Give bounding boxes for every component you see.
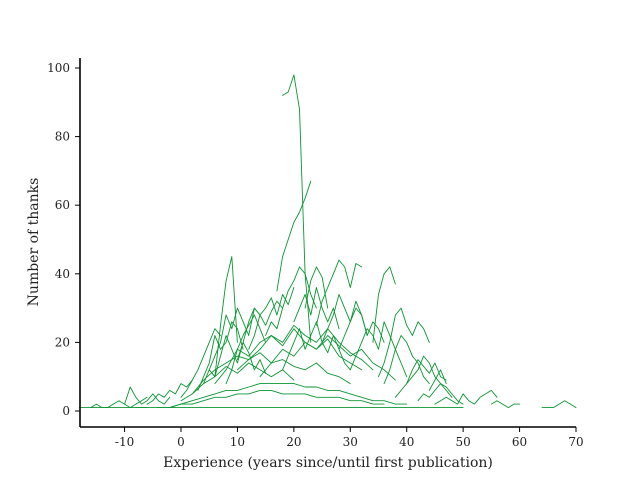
x-tick-label: 0 [177,435,185,449]
series-line-38 [259,335,396,381]
series-line-17 [124,386,171,405]
series-line-25 [321,293,368,343]
series-line-31 [169,383,408,409]
x-tick-label: 40 [399,435,414,449]
series-line-13 [490,400,521,409]
series-line-29 [394,355,453,398]
series-line-40 [282,321,351,371]
series-line-23 [265,266,317,336]
series-line-8 [236,300,284,361]
y-tick-label: 80 [55,130,70,144]
series-line-30 [417,383,464,405]
series-line-35 [180,362,295,402]
series-line-2 [276,180,312,292]
x-tick-label: -10 [115,435,134,449]
y-tick-label: 0 [62,404,70,418]
x-tick-label: 60 [512,435,527,449]
series-line-6 [304,266,329,309]
series-line-1 [282,74,312,343]
series-line-14 [541,400,577,409]
x-axis-label: Experience (years since/until first publ… [163,455,493,471]
series-line-26 [338,307,385,350]
series-line-20 [197,321,244,391]
series-line-39 [203,335,267,385]
series-line-27 [349,321,408,378]
series-line-10 [406,359,447,385]
series-line-19 [180,328,221,398]
y-tick-label: 20 [55,335,70,349]
series-line-32 [157,389,385,409]
x-axis-ticks: -10 0 10 20 30 40 50 60 70 [115,427,584,449]
series-line-12 [428,369,447,391]
x-tick-label: 50 [456,435,471,449]
y-tick-label: 60 [55,198,70,212]
x-tick-label: 10 [230,435,245,449]
series-lines [78,74,577,409]
y-tick-label: 40 [55,267,70,281]
series-line-22 [248,287,295,350]
x-tick-label: 20 [286,435,301,449]
x-tick-label: 30 [343,435,358,449]
series-line-36 [236,324,374,371]
series-line-4 [315,259,363,326]
series-line-18 [146,379,193,405]
y-tick-label: 100 [47,61,70,75]
y-axis-ticks: 0 20 40 60 80 100 [47,61,80,418]
x-tick-label: 70 [568,435,583,449]
y-axis-label: Number of thanks [26,178,42,307]
series-line-5 [372,266,396,343]
series-line-24 [293,287,340,330]
series-line-9 [378,307,430,378]
series-line-34 [214,328,363,385]
series-line-28 [383,335,430,385]
series-line-11 [434,389,498,405]
series-line-16 [90,396,148,409]
series-line-3 [214,256,238,378]
series-line-21 [208,307,261,371]
